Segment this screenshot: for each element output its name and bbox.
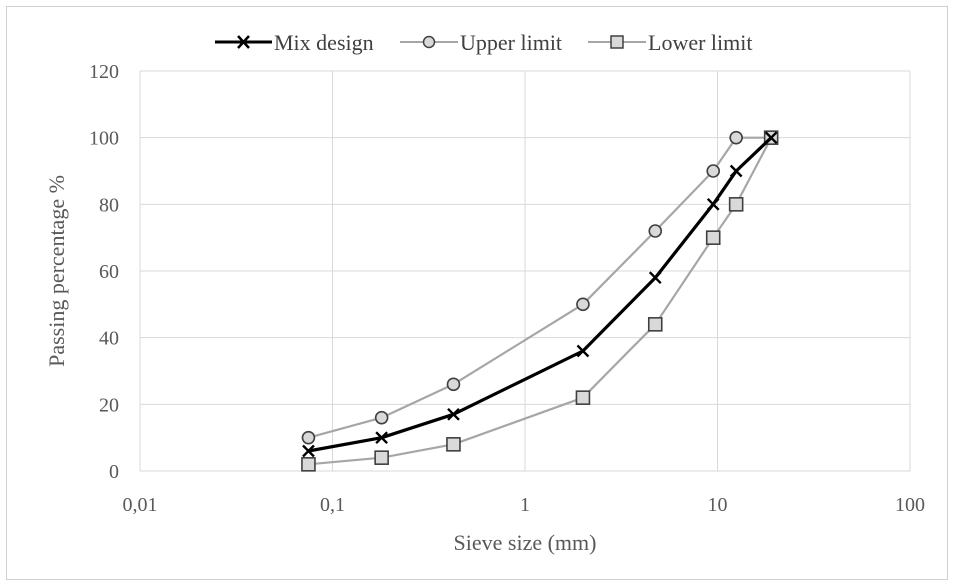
y-tick-label: 40: [99, 328, 119, 350]
data-point-lower-limit: [705, 230, 721, 245]
series-line-upper-limit: [308, 136, 772, 439]
data-point-upper-limit: [706, 164, 721, 178]
data-point-lower-limit: [728, 197, 744, 212]
series-mix-design: [302, 131, 778, 458]
y-tick-label: 0: [109, 461, 119, 483]
y-tick-label: 120: [89, 61, 119, 83]
x-tick-label: 0,01: [123, 494, 158, 516]
x-tick-label: 0,1: [320, 494, 345, 516]
data-point-upper-limit: [446, 377, 461, 392]
data-point-mix-design: [302, 444, 315, 458]
legend-mix-design-label: Mix design: [274, 30, 374, 55]
legend-upper-limit-label: Upper limit: [460, 30, 562, 55]
legend-lower-limit-label: Lower limit: [648, 30, 752, 55]
data-point-lower-limit: [575, 390, 591, 405]
data-point-lower-limit: [301, 457, 316, 472]
x-tick-label: 100: [895, 494, 925, 516]
data-point-lower-limit: [374, 450, 389, 465]
data-point-mix-design: [576, 344, 590, 358]
data-point-upper-limit: [729, 130, 743, 145]
data-point-upper-limit: [576, 297, 590, 312]
data-point-mix-design: [375, 431, 388, 445]
x-tick-labels: 0,01 0,1 1 10 100: [123, 494, 926, 516]
y-tick-labels: 0 20 40 60 80 100 120: [89, 61, 119, 483]
y-tick-label: 20: [99, 394, 119, 416]
y-tick-label: 60: [99, 261, 119, 283]
y-tick-label: 100: [89, 128, 119, 150]
legend-lower-limit-marker: [610, 35, 624, 49]
data-point-lower-limit: [647, 317, 663, 332]
series-group: [301, 130, 779, 472]
y-axis-title: Passing percentage %: [44, 175, 69, 367]
legend: Mix design Upper limit Lower limit: [215, 30, 752, 55]
data-point-mix-design: [706, 197, 720, 211]
x-tick-label: 1: [520, 494, 530, 516]
y-tick-label: 80: [99, 194, 119, 216]
legend-upper-limit-marker: [422, 35, 436, 49]
chart-area: [6, 6, 948, 580]
data-point-upper-limit: [374, 410, 389, 425]
data-point-mix-design: [764, 131, 778, 145]
data-point-upper-limit: [301, 430, 316, 445]
data-point-mix-design: [447, 407, 460, 421]
x-axis-title: Sieve size (mm): [454, 530, 597, 555]
data-point-mix-design: [648, 271, 662, 285]
series-lower-limit: [301, 130, 779, 472]
series-upper-limit: [301, 130, 778, 445]
data-point-upper-limit: [648, 224, 663, 238]
series-line-mix-design: [308, 136, 773, 453]
legend-mix-design-marker: [237, 35, 250, 49]
x-tick-label: 10: [708, 494, 728, 516]
gridlines: [139, 70, 911, 472]
data-point-lower-limit: [446, 437, 461, 452]
data-point-mix-design: [729, 164, 743, 178]
